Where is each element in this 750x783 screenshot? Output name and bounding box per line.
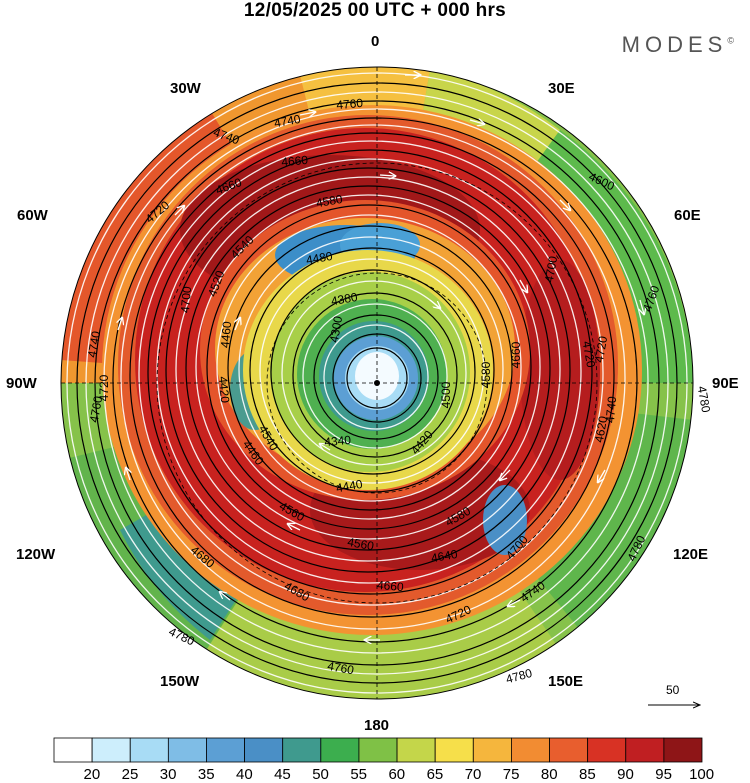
colorbar-tick-label: 45 [274, 766, 291, 783]
contour-label: 4740 [603, 395, 619, 423]
contour-label: 4580 [315, 192, 344, 210]
contour-label: 4760 [87, 395, 105, 424]
colorbar-swatch [625, 737, 665, 763]
contour-label: 4580 [479, 361, 493, 388]
colorbar-swatch [129, 737, 169, 763]
contour-label: 4720 [97, 374, 111, 401]
contour-label: 4660 [281, 153, 309, 169]
wind-speed-colorbar [53, 737, 703, 763]
contour-label: 4300 [327, 315, 345, 344]
colorbar-tick-label: 80 [540, 766, 558, 783]
brand-logo: MODES© [621, 32, 734, 57]
colorbar-tick-label: 30 [159, 766, 177, 783]
colorbar-swatch [320, 737, 360, 763]
colorbar-swatch [358, 737, 398, 763]
colorbar-swatch [53, 737, 93, 763]
colorbar-tick-label: 75 [502, 766, 520, 783]
colorbar-tick-label: 25 [121, 766, 139, 783]
contour-label: 4460 [218, 320, 234, 348]
contour-label: 4700 [178, 285, 194, 313]
lon-label-150e: 150E [548, 673, 584, 690]
lon-label-180: 180 [364, 717, 390, 734]
contour-label: 4760 [326, 659, 355, 677]
contour-label: 4660 [376, 578, 404, 594]
lon-label-30w: 30W [170, 80, 201, 97]
colorbar-tick-label: 90 [617, 766, 634, 783]
lon-label-120w: 120W [16, 546, 56, 563]
colorbar-swatch [91, 737, 131, 763]
lon-label-90w: 90W [6, 375, 37, 392]
contour-label: 4640 [430, 547, 459, 565]
contour-label: 4740 [273, 112, 302, 130]
colorbar-swatch [244, 737, 284, 763]
colorbar-tick-label: 40 [235, 766, 253, 783]
contour-label: 4620 [592, 415, 610, 444]
lon-label-150w: 150W [160, 673, 200, 690]
colorbar-tick-label: 100 [689, 766, 715, 783]
contour-label: 4440 [335, 477, 364, 495]
lon-label-90e: 90E [712, 375, 739, 392]
contour-label: 4480 [305, 249, 334, 267]
colorbar-swatch [434, 737, 474, 763]
contour-label: 4700 [542, 255, 560, 284]
colorbar-swatch [472, 737, 512, 763]
colorbar-tick-label: 60 [388, 766, 406, 783]
globe-border [60, 66, 694, 700]
colorbar-swatch [511, 737, 550, 763]
north-pole-marker [374, 380, 380, 386]
lon-label-120e: 120E [673, 546, 709, 563]
lon-label-60e: 60E [674, 207, 701, 224]
colorbar-tick-label: 70 [464, 766, 482, 783]
lon-label-30e: 30E [548, 80, 575, 97]
chart-title: 12/05/2025 00 UTC + 000 hrs [243, 0, 507, 21]
streamline-arrows [118, 75, 644, 640]
reference-vector-label: 50 [666, 683, 680, 697]
contour-label: 4660 [509, 341, 523, 368]
contour-label: 4560 [346, 535, 375, 553]
colorbar-swatch [282, 737, 322, 763]
colorbar-tick-label: 95 [655, 766, 672, 783]
contour-label: 4720 [580, 340, 598, 369]
colorbar-swatch [587, 737, 627, 763]
contour-label: 4740 [85, 330, 103, 359]
contour-label: 4720 [592, 335, 610, 364]
colorbar-tick-label: 50 [312, 766, 329, 783]
contour-label: 4380 [330, 290, 359, 308]
contour-label: 4780 [504, 666, 534, 687]
contour-label: 4780 [695, 385, 713, 414]
contour-label: 4340 [324, 433, 352, 449]
colorbar-tick-label: 55 [350, 766, 368, 783]
colorbar-swatch [167, 737, 207, 763]
colorbar-swatch [549, 737, 589, 763]
colorbar-tick-label: 85 [579, 766, 596, 783]
colorbar-swatch [663, 737, 703, 763]
contour-label: 4420 [216, 376, 232, 404]
contour-label: 4760 [336, 96, 364, 112]
colorbar-swatch [206, 737, 245, 763]
contour-label: 4500 [439, 381, 453, 408]
colorbar-tick-label: 35 [197, 766, 215, 783]
colorbar-swatch [396, 737, 436, 763]
lon-label-0: 0 [371, 33, 380, 50]
colorbar-tick-label: 65 [426, 766, 444, 783]
colorbar-tick-label: 20 [83, 766, 101, 783]
lon-label-60w: 60W [17, 207, 48, 224]
